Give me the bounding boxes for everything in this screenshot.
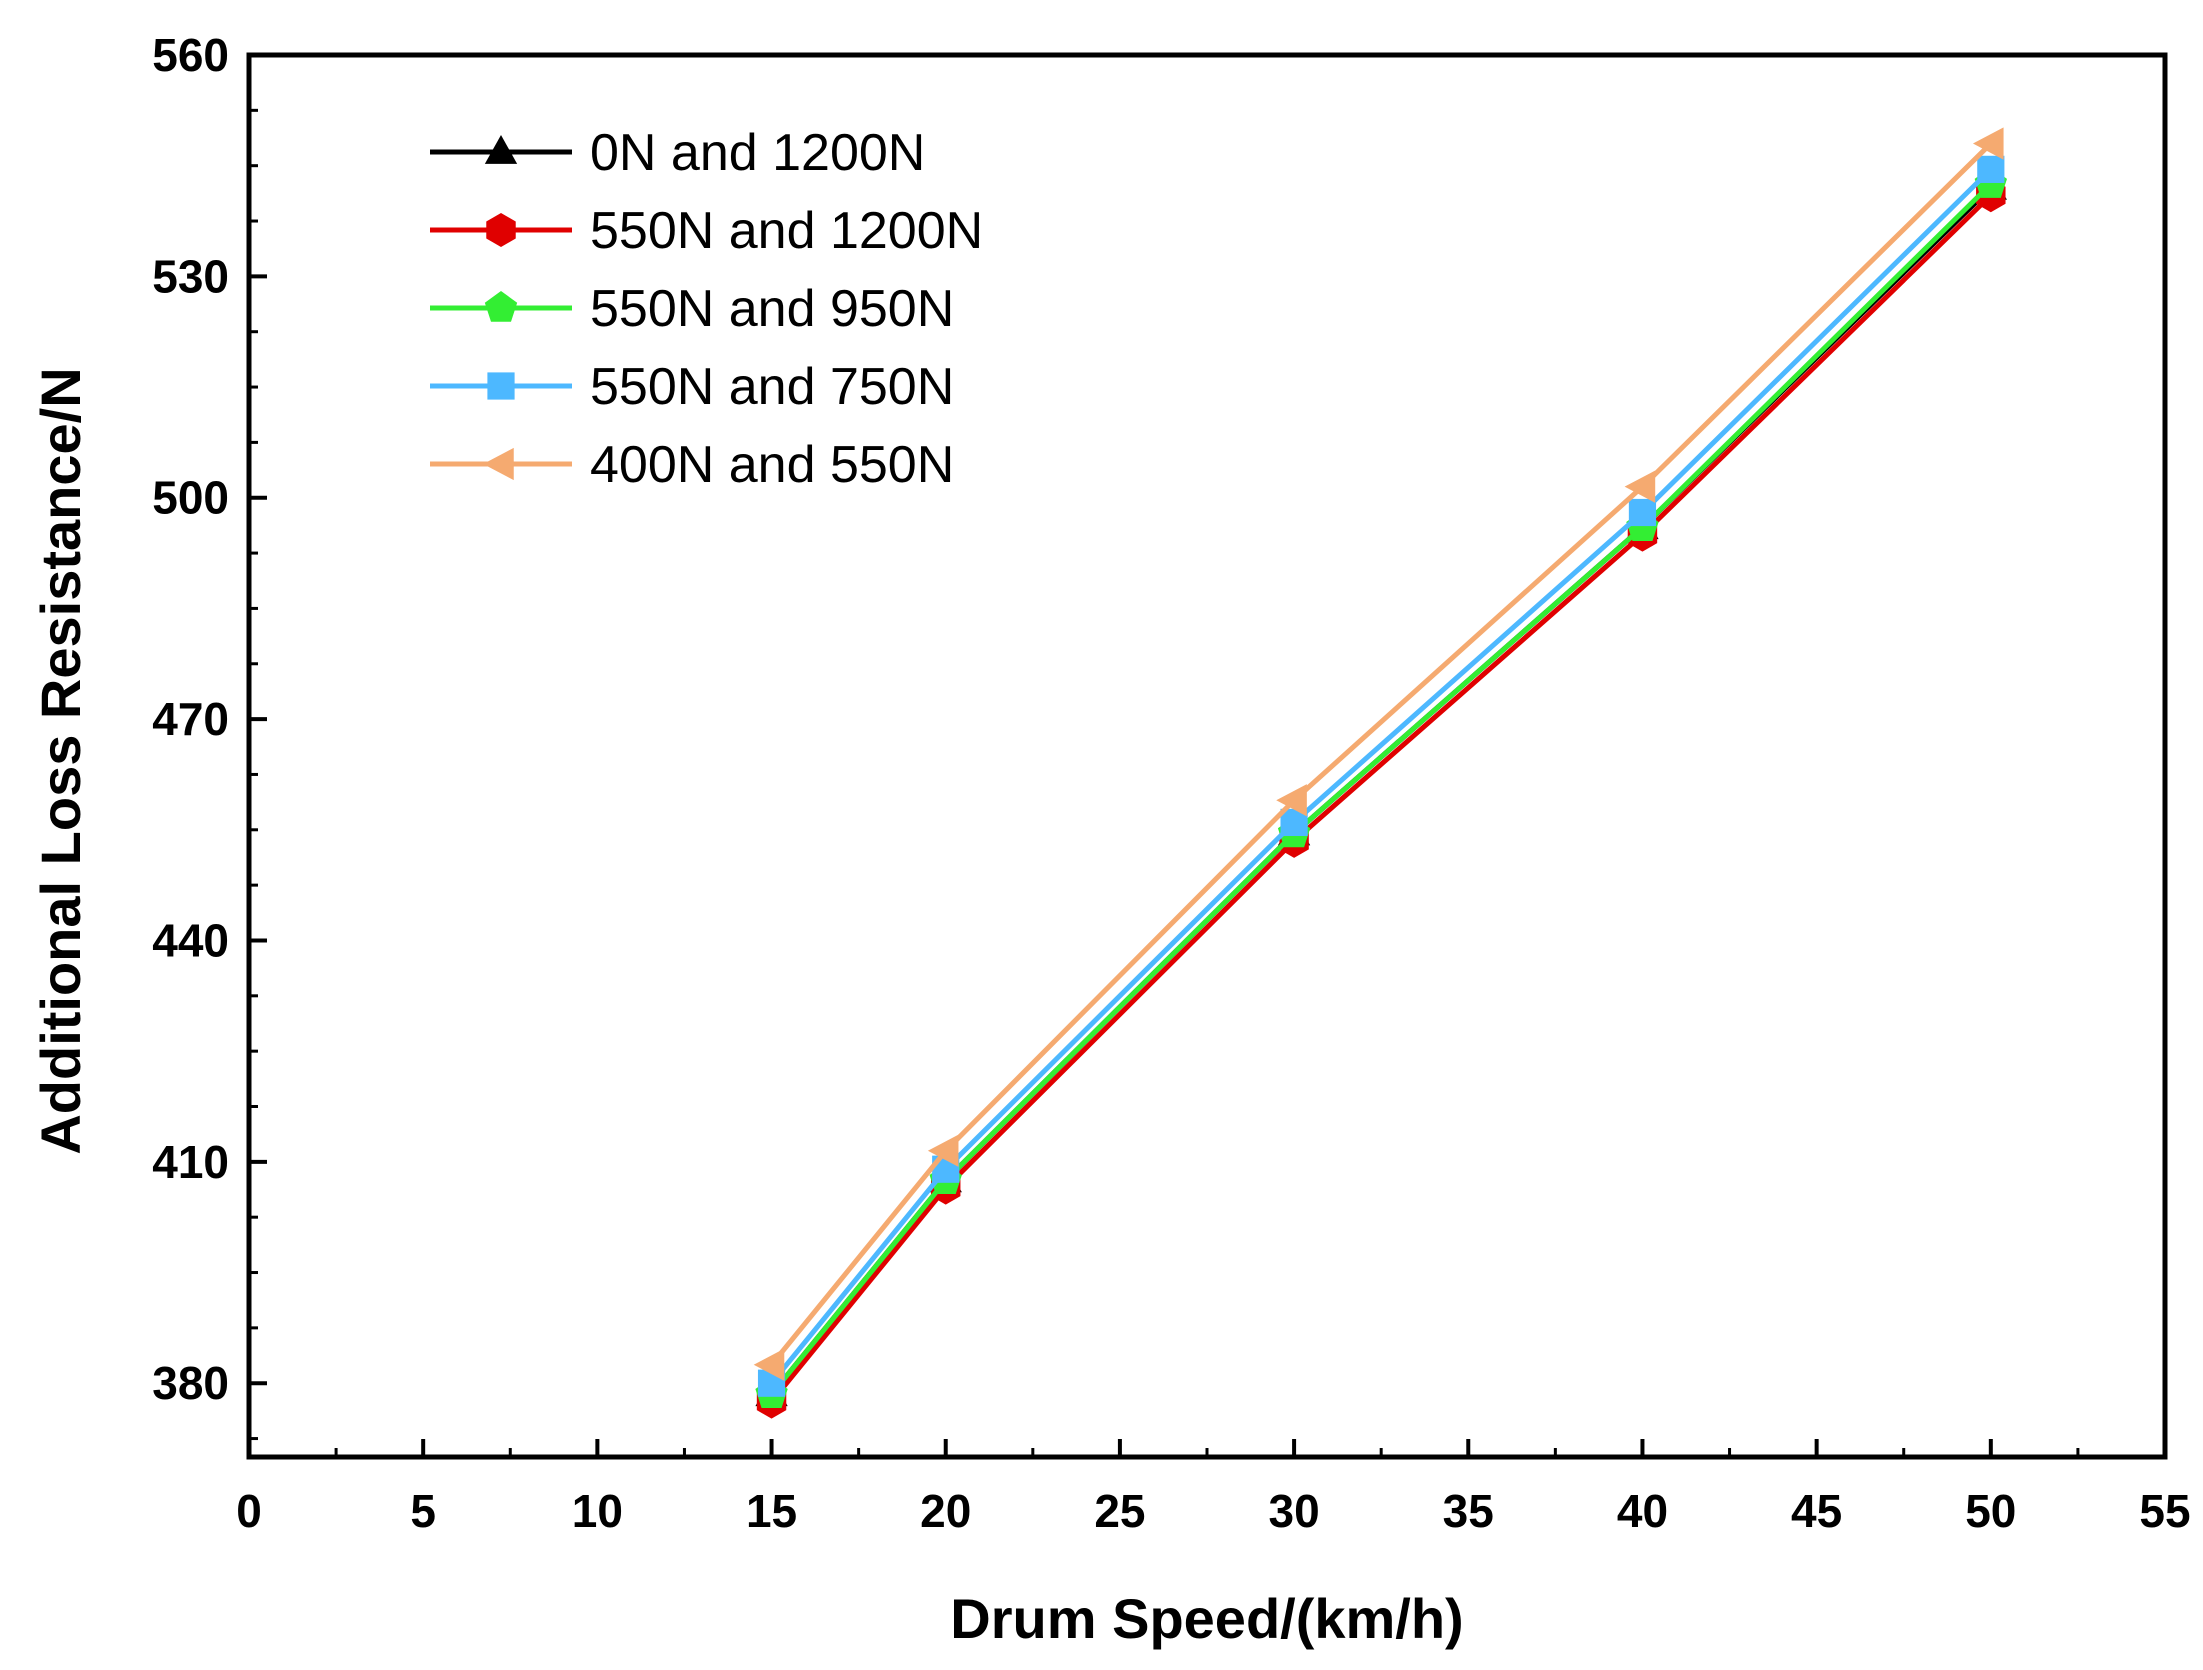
series-marker: [1977, 155, 2005, 183]
series-line: [769, 167, 1993, 1385]
series-marker: [487, 372, 515, 400]
y-tick-label: 440: [152, 914, 229, 966]
legend-label: 550N and 750N: [590, 358, 954, 416]
x-tick-label: 50: [1965, 1485, 2016, 1537]
legend-label: 400N and 550N: [590, 436, 954, 494]
legend-label: 550N and 950N: [590, 280, 954, 338]
series-marker: [484, 135, 518, 164]
x-tick-label: 45: [1791, 1485, 1842, 1537]
series-marker: [483, 447, 514, 481]
x-tick-label: 15: [746, 1485, 797, 1537]
series-marker: [484, 291, 518, 322]
x-tick-label: 30: [1269, 1485, 1320, 1537]
series-marker: [1972, 127, 2004, 160]
x-tick-label: 55: [2139, 1485, 2190, 1537]
legend-item: 400N and 550N: [430, 436, 954, 494]
x-tick-label: 25: [1094, 1485, 1145, 1537]
x-tick-label: 5: [410, 1485, 436, 1537]
legend-label: 0N and 1200N: [590, 124, 925, 182]
series-marker: [1276, 784, 1307, 817]
x-axis: 0 5 10 15 20 25 30 35 40 45 50 55: [236, 1439, 2191, 1537]
series-marker: [927, 1134, 959, 1167]
legend-item: 550N and 750N: [430, 358, 954, 416]
y-axis-title: Additional Loss Resistance/N: [29, 367, 92, 1154]
plot-series: [753, 127, 2007, 1419]
series-line: [769, 193, 1993, 1404]
x-tick-label: 40: [1617, 1485, 1668, 1537]
series-marker: [753, 1348, 785, 1381]
plot-frame: [246, 52, 2168, 1460]
y-tick-label: 560: [152, 29, 229, 81]
x-tick-label: 0: [236, 1485, 262, 1537]
x-tick-label: 20: [920, 1485, 971, 1537]
x-axis-title: Drum Speed/(km/h): [950, 1587, 1463, 1650]
series-line: [769, 182, 1993, 1396]
y-tick-label: 470: [152, 693, 229, 745]
legend-label: 550N and 1200N: [590, 202, 983, 260]
y-axis: 380 410 440 470 500 530 560: [152, 29, 267, 1441]
series-marker: [1628, 498, 1657, 527]
y-tick-label: 530: [152, 250, 229, 302]
series-marker: [1624, 470, 1656, 503]
series-line: [769, 186, 1993, 1396]
series: [755, 167, 2007, 1409]
legend-item: 0N and 1200N: [430, 124, 925, 182]
series: [753, 127, 2004, 1381]
legend: 0N and 1200N 550N and 1200N 550N and 950N 5…: [430, 124, 983, 494]
y-tick-label: 500: [152, 472, 229, 524]
series-marker: [486, 213, 516, 247]
y-tick-label: 410: [152, 1136, 229, 1188]
legend-item: 550N and 1200N: [430, 202, 983, 260]
x-tick-label: 35: [1443, 1485, 1494, 1537]
y-tick-label: 380: [152, 1357, 229, 1409]
legend-item: 550N and 950N: [430, 280, 954, 338]
x-tick-label: 10: [572, 1485, 623, 1537]
series: [757, 155, 2005, 1397]
